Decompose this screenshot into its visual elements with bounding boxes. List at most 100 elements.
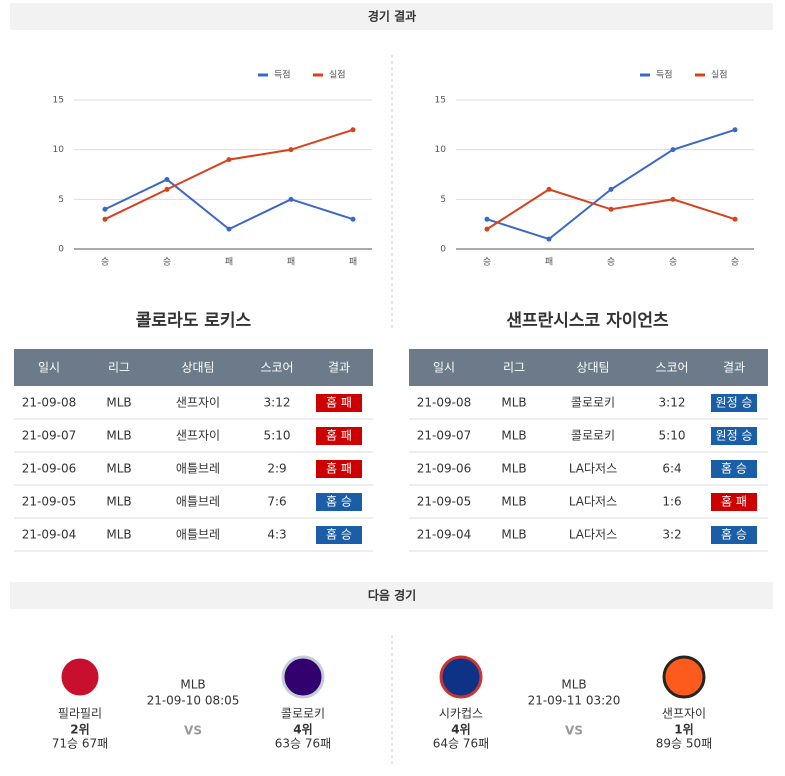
cell: LA다저스	[569, 528, 617, 542]
datetime: 21-09-11 03:20	[528, 694, 621, 708]
y-tick-label: 0	[440, 245, 446, 255]
cell: 2:9	[267, 462, 286, 476]
cell: MLB	[106, 462, 131, 476]
cell: MLB	[106, 495, 131, 509]
y-tick-label: 5	[58, 195, 64, 205]
cell: 애틀브레	[176, 462, 220, 476]
cell: 애틀브레	[176, 495, 220, 509]
column-header: 상대팀	[576, 361, 609, 375]
x-tick-label: 승	[163, 257, 171, 268]
column-header: 일시	[433, 361, 455, 375]
team-rank: 1위	[674, 723, 693, 737]
team-name: 시카컵스	[439, 707, 483, 721]
x-tick-label: 패	[287, 257, 295, 268]
team-title: 샌프란시스코 자이언츠	[506, 311, 669, 331]
cell: MLB	[501, 495, 526, 509]
result-badge	[711, 526, 757, 544]
cell: 21-09-08	[22, 396, 76, 410]
section-title: 다음 경기	[368, 588, 416, 603]
cell: LA다저스	[569, 462, 617, 476]
point	[102, 216, 108, 222]
team-logo	[662, 655, 706, 699]
team-title: 콜로라도 로키스	[136, 311, 252, 331]
legend-label: 실점	[329, 69, 346, 81]
y-tick-label: 10	[435, 145, 447, 155]
x-tick-label: 승	[101, 257, 109, 268]
point	[608, 206, 614, 212]
point	[670, 196, 676, 202]
point	[732, 216, 738, 222]
legend-label: 실점	[711, 69, 728, 81]
section-bar	[10, 582, 773, 609]
result-badge	[316, 460, 362, 478]
cell: MLB	[501, 462, 526, 476]
x-tick-label: 패	[545, 257, 553, 268]
column-header: 상대팀	[181, 361, 214, 375]
cell: 1:6	[662, 495, 681, 509]
column-header: 리그	[503, 361, 525, 375]
x-tick-label: 패	[225, 257, 233, 268]
point	[484, 216, 490, 222]
column-header: 스코어	[260, 361, 293, 375]
vs: VS	[184, 724, 202, 738]
result-badge	[711, 460, 757, 478]
cell: MLB	[106, 429, 131, 443]
team-record: 89승 50패	[656, 737, 712, 751]
cell: MLB	[501, 429, 526, 443]
cell: 21-09-08	[417, 396, 471, 410]
point	[546, 186, 552, 192]
result-text: 홈 승	[326, 528, 352, 542]
point	[226, 157, 232, 163]
series-line	[486, 128, 736, 241]
team-logo	[439, 655, 483, 699]
series-line	[104, 178, 354, 231]
result-text: 홈 패	[326, 462, 352, 476]
column-header: 스코어	[655, 361, 688, 375]
team-name: 샌프자이	[662, 707, 706, 721]
point	[350, 127, 356, 133]
league: MLB	[561, 678, 586, 692]
result-badge	[316, 526, 362, 544]
point	[164, 176, 170, 182]
cell: 21-09-05	[22, 495, 76, 509]
point	[226, 226, 232, 232]
team-logo	[281, 655, 325, 699]
team-record: 64승 76패	[433, 737, 489, 751]
result-badge	[711, 493, 757, 511]
point	[288, 196, 294, 202]
result-text: 홈 승	[721, 528, 747, 542]
cell: MLB	[106, 396, 131, 410]
cell: 7:6	[267, 495, 286, 509]
cell: 3:2	[662, 528, 681, 542]
cell: LA다저스	[569, 495, 617, 509]
point	[670, 147, 676, 153]
legend-label: 득점	[274, 69, 291, 81]
point	[164, 186, 170, 192]
cell: MLB	[106, 528, 131, 542]
cell: 4:3	[267, 528, 286, 542]
column-header: 리그	[108, 361, 130, 375]
cell: 샌프자이	[176, 429, 220, 443]
point	[732, 127, 738, 133]
cell: 5:10	[659, 429, 686, 443]
point	[484, 226, 490, 232]
cell: MLB	[501, 528, 526, 542]
y-tick-label: 0	[58, 245, 64, 255]
result-text: 홈 패	[721, 495, 747, 509]
y-tick-label: 15	[435, 96, 446, 106]
y-tick-label: 15	[53, 96, 64, 106]
datetime: 21-09-10 08:05	[147, 694, 240, 708]
section-title: 경기 결과	[368, 9, 416, 24]
table-header	[14, 349, 373, 386]
league: MLB	[180, 678, 205, 692]
cell: 6:4	[662, 462, 681, 476]
y-tick-label: 5	[440, 195, 446, 205]
cell: 샌프자이	[176, 396, 220, 410]
cell: 21-09-07	[417, 429, 471, 443]
team-rank: 4위	[293, 723, 312, 737]
cell: 21-09-07	[22, 429, 76, 443]
cell: 5:10	[264, 429, 291, 443]
result-text: 원정 승	[716, 429, 753, 443]
